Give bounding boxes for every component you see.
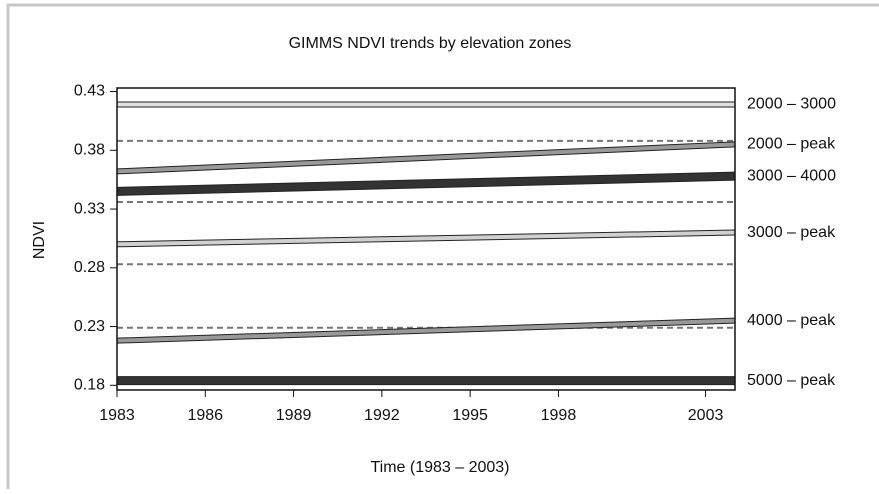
- x-tick-label: 1998: [541, 407, 577, 424]
- y-tick-label: 0.18: [74, 377, 105, 394]
- x-tick-label: 1983: [99, 407, 135, 424]
- y-axis-label: NDVI: [31, 221, 48, 259]
- series-label: 3000 – peak: [747, 224, 836, 241]
- y-tick-label: 0.33: [74, 200, 105, 217]
- series-label: 2000 – 3000: [747, 96, 836, 113]
- series-line: [116, 230, 736, 247]
- series-label: 4000 – peak: [747, 312, 836, 329]
- series-label: 2000 – peak: [747, 136, 836, 153]
- x-tick-label: 1992: [364, 407, 400, 424]
- x-tick-label: 1995: [452, 407, 488, 424]
- series-line: [116, 318, 736, 343]
- x-tick-label: 2003: [688, 407, 724, 424]
- series-line: [116, 142, 736, 174]
- y-tick-label: 0.23: [74, 318, 105, 335]
- x-axis-label: Time (1983 – 2003): [370, 459, 509, 476]
- chart-title: GIMMS NDVI trends by elevation zones: [289, 35, 572, 52]
- y-tick-label: 0.28: [74, 259, 105, 276]
- y-tick-label: 0.43: [74, 83, 105, 100]
- y-tick-label: 0.38: [74, 141, 105, 158]
- plot-frame: [116, 87, 736, 391]
- series-label: 3000 – 4000: [747, 167, 836, 184]
- x-tick-label: 1986: [187, 407, 223, 424]
- series-line: [116, 172, 736, 195]
- frame: [6, 3, 879, 494]
- x-tick-label: 1989: [276, 407, 312, 424]
- series-label: 5000 – peak: [747, 372, 836, 389]
